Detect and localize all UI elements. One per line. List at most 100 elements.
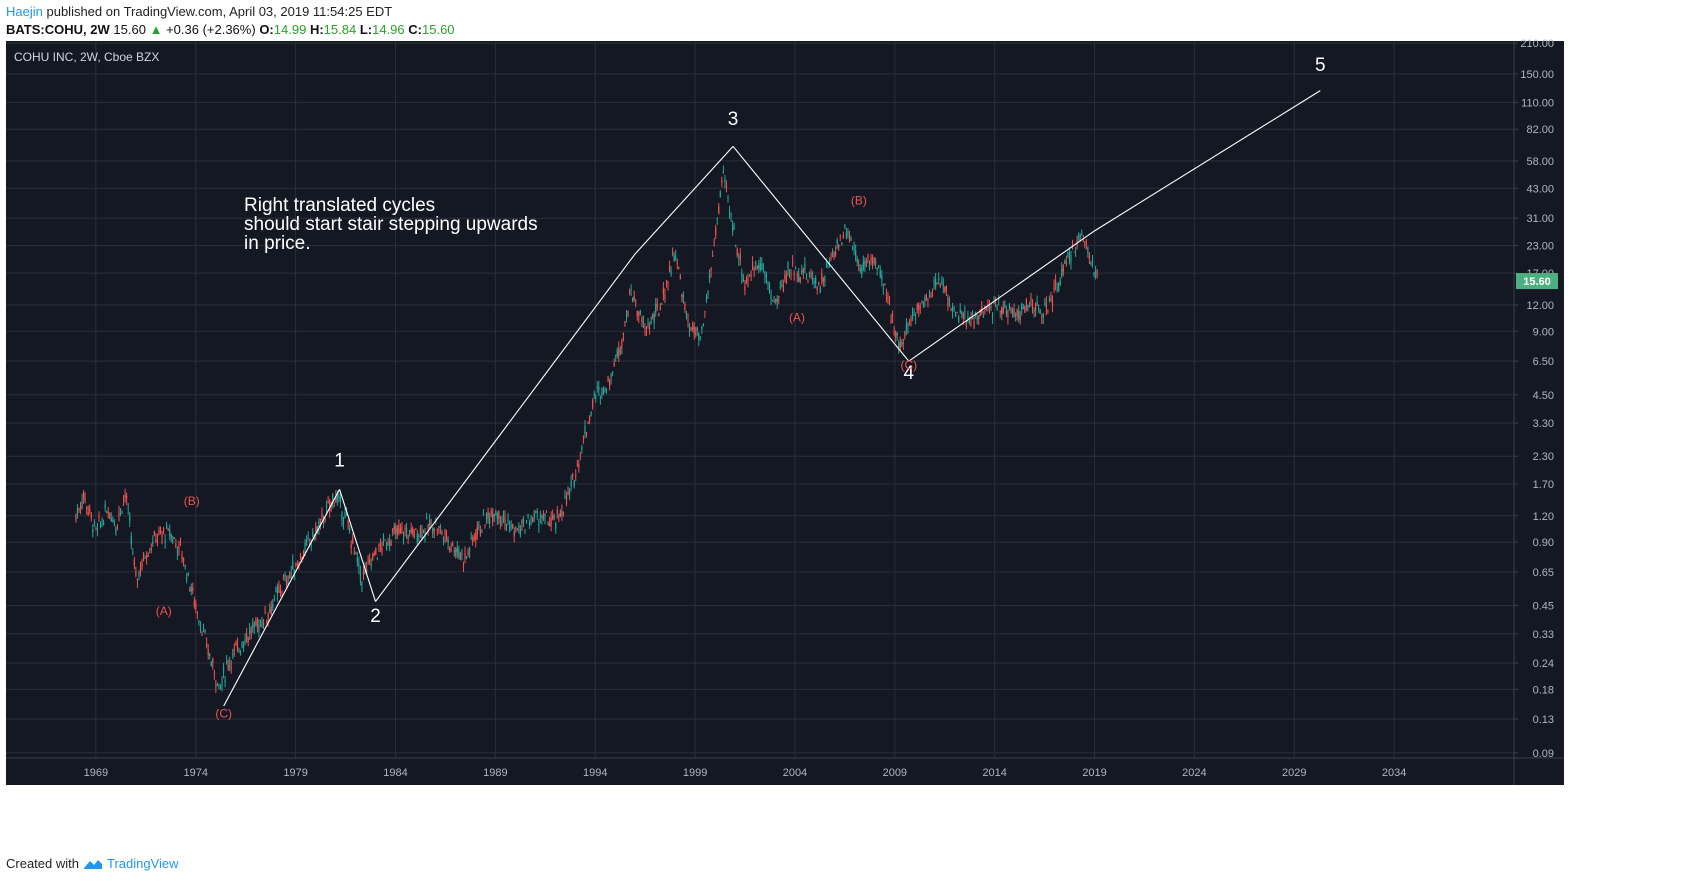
candle-body [931, 289, 934, 291]
author-link[interactable]: Haejin [6, 4, 43, 19]
candle-body [839, 235, 841, 237]
candle-body [345, 513, 348, 516]
candle-body [845, 232, 848, 238]
open-value: 14.99 [273, 22, 307, 37]
tradingview-link[interactable]: TradingView [106, 856, 179, 871]
candle-body [1004, 304, 1006, 307]
candle-body [84, 499, 86, 501]
candle-body [439, 526, 442, 528]
last-price-badge-text: 15.60 [1523, 276, 1551, 288]
candle-body [1079, 234, 1081, 239]
candle-body [881, 275, 883, 280]
candle-body [433, 528, 435, 531]
candle-body [102, 522, 105, 525]
wave-line-segment[interactable] [1094, 90, 1321, 232]
candle-body [465, 556, 468, 558]
candle-body [1068, 253, 1071, 260]
annotation-line-2[interactable]: should start stair stepping upwards [244, 214, 538, 235]
published-text: published on TradingView.com, April 03, … [46, 4, 393, 19]
candle-body [911, 312, 914, 316]
candle-body [964, 310, 966, 312]
candle-body [796, 274, 798, 276]
candle-body [129, 516, 131, 521]
wave-line-segment[interactable] [634, 145, 734, 255]
candle-body [642, 321, 645, 324]
candle-body [999, 311, 1001, 313]
candle-body [230, 666, 232, 668]
candle-body [421, 531, 423, 540]
wave-line-segment[interactable] [732, 145, 910, 362]
candle-body [75, 515, 77, 520]
candle-body [244, 640, 246, 643]
candle-body [882, 288, 884, 290]
candle-body [372, 554, 374, 560]
wave-line-segment[interactable] [223, 489, 341, 707]
candle-body [467, 550, 469, 555]
wave-label: 2 [370, 606, 381, 627]
candle-body [733, 227, 735, 229]
candle-body [286, 580, 288, 586]
candle-body [264, 611, 266, 613]
candle-body [1018, 311, 1020, 318]
price-tick-label: 9.00 [1533, 326, 1554, 338]
candle-body [246, 634, 248, 640]
candle-body [555, 523, 557, 530]
candle-body [202, 629, 205, 632]
candle-body [816, 286, 818, 290]
candle-body [956, 312, 958, 314]
candle-body [756, 266, 758, 269]
candle-body [888, 301, 891, 303]
candle-body [316, 526, 318, 533]
candle-body [828, 261, 831, 263]
candle-body [379, 544, 382, 546]
candle-body [519, 528, 521, 535]
candle-body [793, 273, 795, 275]
candle-body [76, 508, 79, 516]
candle-body [422, 530, 425, 533]
annotation-line-3[interactable]: in price. [244, 233, 311, 254]
candle-body [538, 523, 540, 526]
candle-body [875, 261, 877, 264]
candle-body [787, 262, 789, 269]
candle-body [967, 316, 969, 319]
candle-body [773, 300, 775, 302]
candle-body [299, 554, 302, 558]
candle-body [858, 265, 860, 267]
candle-body [936, 283, 938, 285]
annotation-line-1[interactable]: Right translated cycles [244, 195, 435, 216]
candle-body [236, 640, 238, 649]
candle-body [282, 579, 285, 581]
candle-body [390, 543, 392, 545]
candle-body [608, 380, 611, 386]
candle-body [750, 273, 752, 278]
candle-body [1005, 311, 1007, 315]
candle-body [1062, 265, 1064, 273]
candle-body [525, 521, 528, 524]
candle-body [344, 511, 346, 517]
candle-body [232, 653, 234, 656]
candle-body [647, 323, 649, 326]
candle-body [110, 518, 112, 521]
candle-body [505, 524, 508, 527]
candle-body [172, 539, 174, 543]
candle-body [670, 270, 672, 275]
candle-body [953, 306, 955, 311]
candle-body [959, 309, 961, 313]
candle-body [1073, 251, 1075, 253]
candle-body [613, 363, 615, 367]
wave-line-segment[interactable] [908, 230, 1095, 362]
candle-body [753, 268, 755, 271]
wave-line-segment[interactable] [375, 253, 636, 602]
candle-body [1076, 240, 1078, 244]
elliott-wave-lines[interactable] [223, 90, 1321, 707]
candle-body [696, 327, 698, 332]
candle-body [170, 534, 172, 539]
candle-body [493, 514, 495, 518]
time-axis[interactable]: 1969 1974 1979 1984 1989 1994 1999 2004 2009 2014… [6, 757, 1564, 779]
candle-body [127, 508, 129, 510]
wave-line-segment[interactable] [339, 489, 377, 602]
price-axis[interactable]: 210.00 150.00 110.00 82.00 58.00 43.00 31.00 23… [1513, 38, 1554, 785]
candle-body [848, 237, 851, 241]
candle-body [115, 526, 117, 533]
